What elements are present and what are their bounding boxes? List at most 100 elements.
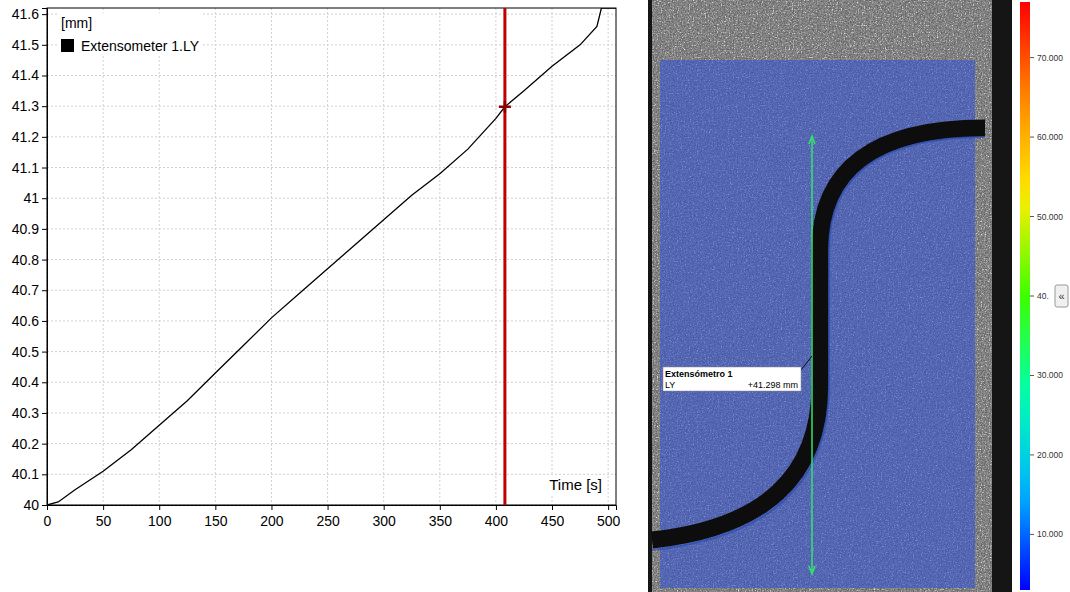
colorbar-tick-label: 60.000 — [1037, 132, 1063, 142]
y-tick-mark — [42, 168, 47, 169]
legend-label: Extensometer 1.LY — [81, 38, 200, 54]
extensometer-leader — [801, 356, 812, 370]
y-tick: 40.4 — [12, 374, 47, 390]
grid-line-x — [383, 8, 384, 505]
x-tick: 400 — [485, 505, 509, 529]
y-tick-mark — [42, 382, 47, 383]
x-axis: 050100150200250300350400450500 — [44, 505, 621, 529]
y-tick-label: 41.5 — [12, 37, 39, 53]
y-tick-mark — [42, 45, 47, 46]
colorbar-tick-label: 20.000 — [1037, 450, 1063, 460]
colorbar — [1020, 2, 1030, 590]
y-tick-label: 40.7 — [12, 282, 39, 298]
y-tick: 40.6 — [12, 313, 47, 329]
grid-line-x — [327, 8, 328, 505]
y-tick-mark — [42, 321, 47, 322]
grid-line-y — [47, 228, 616, 229]
y-tick-mark — [42, 474, 47, 475]
colorbar-tick-label: 30.000 — [1037, 370, 1063, 380]
grid — [47, 8, 616, 505]
x-tick-label: 100 — [148, 513, 172, 529]
y-tick-label: 41.1 — [12, 160, 39, 176]
grid-line-y — [47, 198, 616, 199]
x-tick-mark — [384, 505, 385, 510]
x-tick-mark — [271, 505, 272, 510]
y-tick: 40.9 — [12, 221, 47, 237]
y-tick-mark — [42, 229, 47, 230]
grid-line-x — [215, 8, 216, 505]
y-tick: 40 — [23, 497, 47, 513]
x-tick-label: 200 — [260, 513, 284, 529]
y-tick-mark — [42, 352, 47, 353]
y-tick-label: 40.2 — [12, 436, 39, 452]
y-tick-mark — [42, 260, 47, 261]
y-tick-label: 40.8 — [12, 252, 39, 268]
y-tick-mark — [42, 198, 47, 199]
y-tick: 41.5 — [12, 37, 47, 53]
x-tick-mark — [215, 505, 216, 510]
grid-line-x — [608, 8, 609, 505]
x-tick-label: 450 — [541, 513, 565, 529]
x-axis-title-background — [546, 475, 605, 494]
y-tick-label: 40.3 — [12, 405, 39, 421]
extensometer-label: Extensómetro 1LY+41.298 mm — [663, 367, 801, 391]
y-tick: 40.5 — [12, 344, 47, 360]
collapse-button-box[interactable] — [1055, 285, 1068, 307]
y-tick-mark — [42, 106, 47, 107]
y-tick-mark — [42, 75, 47, 76]
x-tick: 150 — [204, 505, 228, 529]
colorbar-tick — [1030, 57, 1034, 58]
y-tick-label: 40.5 — [12, 344, 39, 360]
y-tick-label: 41.3 — [12, 98, 39, 114]
x-tick-label: 400 — [485, 513, 509, 529]
x-tick: 250 — [316, 505, 340, 529]
y-axis-title: [mm] — [61, 15, 92, 31]
specimen-slit-edge — [652, 137, 985, 550]
extensometer-value: +41.298 mm — [748, 380, 798, 390]
extensometer-ends — [809, 136, 815, 574]
grid-line-y — [47, 382, 616, 383]
specimen-slit — [652, 128, 985, 540]
grid-line-y — [47, 443, 616, 444]
image-dark-frame — [648, 0, 1012, 592]
colorbar-tick — [1030, 296, 1034, 297]
y-axis: 40 40.1 40.2 40.3 40.4 40.5 40.6 40.7 40.8 40.9 41… — [12, 6, 48, 513]
y-tick: 41.1 — [12, 160, 47, 176]
colorbar-tick-label: 70.000 — [1037, 53, 1063, 63]
y-tick: 41.3 — [12, 98, 47, 114]
x-tick-label: 350 — [429, 513, 453, 529]
grid-line-y — [47, 75, 616, 76]
x-tick-label: 250 — [316, 513, 340, 529]
grid-line-y — [47, 136, 616, 137]
y-tick: 40.2 — [12, 436, 47, 452]
plot-frame — [47, 8, 616, 505]
grid-line-y — [47, 320, 616, 321]
grid-line-x — [552, 8, 553, 505]
cursor-marker — [499, 101, 511, 113]
y-tick: 40.1 — [12, 466, 47, 482]
y-tick-label: 40 — [23, 497, 39, 513]
colorbar-tick — [1030, 534, 1034, 535]
y-tick-label: 41.6 — [12, 6, 39, 22]
x-axis-title: Time [s] — [549, 476, 602, 493]
grid-line-y — [47, 474, 616, 475]
colorbar-tick-label: 50.000 — [1037, 212, 1063, 222]
plot-area — [47, 8, 616, 505]
series-line — [47, 8, 616, 505]
x-tick: 500 — [597, 505, 621, 529]
collapse-button-label[interactable]: « — [1058, 290, 1064, 302]
x-tick: 300 — [373, 505, 397, 529]
x-tick-label: 500 — [597, 513, 621, 529]
x-tick-mark — [328, 505, 329, 510]
colorbar-tick — [1030, 375, 1034, 376]
colorbar-tick — [1030, 216, 1034, 217]
y-tick: 41.6 — [12, 6, 47, 22]
x-tick-mark — [103, 505, 104, 510]
y-tick: 41 — [23, 190, 47, 206]
y-tick-mark — [42, 413, 47, 414]
y-tick-label: 41 — [23, 190, 39, 206]
y-tick-mark — [42, 137, 47, 138]
legend: [mm] Extensometer 1.LY — [58, 13, 203, 56]
collapse-button[interactable]: « — [1055, 285, 1068, 307]
grid-line-x — [439, 8, 440, 505]
